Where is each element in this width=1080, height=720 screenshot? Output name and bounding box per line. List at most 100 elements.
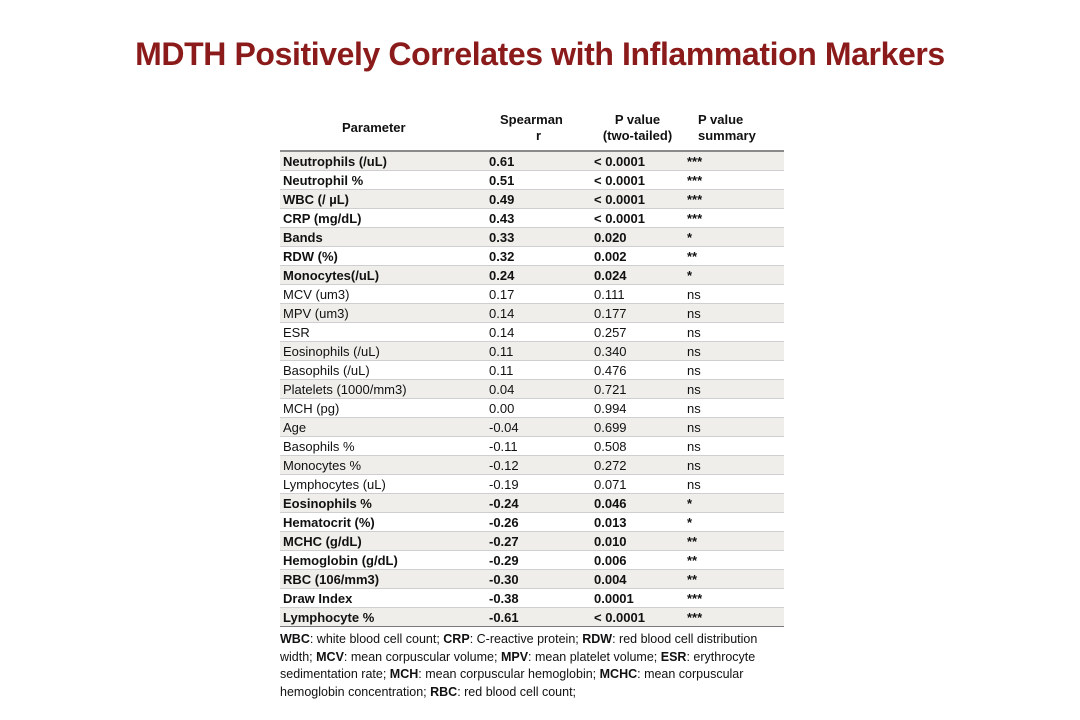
spearman-r-cell: 0.43 xyxy=(486,208,591,228)
p-summary-cell: *** xyxy=(684,151,784,171)
footnote-term: MCHC xyxy=(599,667,638,681)
spearman-r-cell: -0.29 xyxy=(486,550,591,570)
p-value-cell: 0.046 xyxy=(591,493,684,513)
footnote-term: WBC xyxy=(280,632,310,646)
parameter-cell: Hemoglobin (g/dL) xyxy=(280,550,486,570)
p-value-cell: 0.508 xyxy=(591,436,684,456)
p-value-cell: < 0.0001 xyxy=(591,208,684,228)
p-summary-cell: ns xyxy=(684,474,784,494)
p-summary-cell: ns xyxy=(684,379,784,399)
spearman-r-cell: 0.11 xyxy=(486,360,591,380)
table-row: Lymphocyte % -0.61 < 0.0001 *** xyxy=(280,607,784,627)
p-summary-cell: ** xyxy=(684,531,784,551)
footnote-definition: : mean corpuscular hemoglobin concentrat… xyxy=(280,667,744,699)
p-summary-cell: * xyxy=(684,512,784,532)
p-value-cell: 0.020 xyxy=(591,227,684,247)
p-summary-cell: * xyxy=(684,227,784,247)
table-row: Monocytes % -0.12 0.272 ns xyxy=(280,455,784,475)
table-row: Bands 0.33 0.020 * xyxy=(280,227,784,247)
table-row: Age -0.04 0.699 ns xyxy=(280,417,784,437)
table-body: Neutrophils (/uL) 0.61 < 0.0001 *** Neutroph… xyxy=(280,151,784,627)
table-row: Hematocrit (%) -0.26 0.013 * xyxy=(280,512,784,532)
p-summary-cell: ns xyxy=(684,360,784,380)
p-value-cell: 0.476 xyxy=(591,360,684,380)
p-summary-cell: ns xyxy=(684,322,784,342)
p-value-cell: 0.010 xyxy=(591,531,684,551)
spearman-r-cell: 0.11 xyxy=(486,341,591,361)
spearman-r-cell: -0.12 xyxy=(486,455,591,475)
footnote-definition: : mean corpuscular volume; xyxy=(343,649,501,664)
spearman-r-cell: 0.14 xyxy=(486,303,591,323)
table-row: Monocytes(/uL) 0.24 0.024 * xyxy=(280,265,784,285)
parameter-cell: MPV (um3) xyxy=(280,303,486,323)
parameter-cell: Lymphocytes (uL) xyxy=(280,474,486,494)
header-spearman-line2: r xyxy=(536,128,542,143)
parameter-cell: Platelets (1000/mm3) xyxy=(280,379,486,399)
p-value-cell: 0.0001 xyxy=(591,588,684,608)
parameter-cell: Monocytes % xyxy=(280,455,486,475)
parameter-cell: Monocytes(/uL) xyxy=(280,265,486,285)
header-row: Parameter Spearman r P value (two-tailed) … xyxy=(280,106,784,152)
table-row: MPV (um3) 0.14 0.177 ns xyxy=(280,303,784,323)
spearman-r-cell: 0.51 xyxy=(486,170,591,190)
footnote-definition: : erythrocyte sedimentation rate; xyxy=(280,649,756,682)
p-value-cell: 0.177 xyxy=(591,303,684,323)
table-row: ESR 0.14 0.257 ns xyxy=(280,322,784,342)
header-parameter-label: Parameter xyxy=(342,120,406,135)
p-value-cell: 0.004 xyxy=(591,569,684,589)
p-summary-cell: *** xyxy=(684,189,784,209)
p-summary-cell: *** xyxy=(684,170,784,190)
p-value-cell: 0.024 xyxy=(591,265,684,285)
p-summary-cell: *** xyxy=(684,588,784,608)
table-header: Parameter Spearman r P value (two-tailed) … xyxy=(280,106,784,152)
header-pvalue-line2: (two-tailed) xyxy=(602,128,673,143)
parameter-cell: Hematocrit (%) xyxy=(280,512,486,532)
spearman-r-cell: -0.04 xyxy=(486,417,591,437)
p-value-cell: 0.257 xyxy=(591,322,684,342)
p-value-cell: < 0.0001 xyxy=(591,607,684,627)
table-row: Lymphocytes (uL) -0.19 0.071 ns xyxy=(280,474,784,494)
spearman-r-cell: 0.14 xyxy=(486,322,591,342)
table-row: MCHC (g/dL) -0.27 0.010 ** xyxy=(280,531,784,551)
parameter-cell: CRP (mg/dL) xyxy=(280,208,486,228)
footnote-definition: : mean platelet volume; xyxy=(528,649,661,664)
parameter-cell: MCV (um3) xyxy=(280,284,486,304)
p-value-cell: 0.272 xyxy=(591,455,684,475)
spearman-r-cell: -0.30 xyxy=(486,569,591,589)
table-row: RBC (106/mm3) -0.30 0.004 ** xyxy=(280,569,784,589)
header-summary: P value summary xyxy=(684,106,784,152)
parameter-cell: Eosinophils (/uL) xyxy=(280,341,486,361)
p-summary-cell: *** xyxy=(684,208,784,228)
footnote-definition: : white blood cell count; xyxy=(309,632,444,646)
p-value-cell: < 0.0001 xyxy=(591,151,684,171)
table-row: WBC (/ µL) 0.49 < 0.0001 *** xyxy=(280,189,784,209)
parameter-cell: MCH (pg) xyxy=(280,398,486,418)
table-row: MCV (um3) 0.17 0.111 ns xyxy=(280,284,784,304)
p-summary-cell: ** xyxy=(684,246,784,266)
spearman-r-cell: -0.26 xyxy=(486,512,591,532)
parameter-cell: ESR xyxy=(280,322,486,342)
spearman-r-cell: 0.00 xyxy=(486,398,591,418)
parameter-cell: RDW (%) xyxy=(280,246,486,266)
p-summary-cell: ns xyxy=(684,398,784,418)
p-summary-cell: ns xyxy=(684,303,784,323)
spearman-r-cell: -0.38 xyxy=(486,588,591,608)
p-value-cell: 0.071 xyxy=(591,474,684,494)
footnote-definition: : C-reactive protein; xyxy=(469,632,583,646)
table-row: CRP (mg/dL) 0.43 < 0.0001 *** xyxy=(280,208,784,228)
table-row: Eosinophils % -0.24 0.046 * xyxy=(280,493,784,513)
spearman-r-cell: -0.61 xyxy=(486,607,591,627)
table-row: Eosinophils (/uL) 0.11 0.340 ns xyxy=(280,341,784,361)
p-summary-cell: ns xyxy=(684,455,784,475)
p-value-cell: < 0.0001 xyxy=(591,170,684,190)
parameter-cell: Draw Index xyxy=(280,588,486,608)
table-row: Basophils (/uL) 0.11 0.476 ns xyxy=(280,360,784,380)
spearman-r-cell: 0.04 xyxy=(486,379,591,399)
p-summary-cell: ns xyxy=(684,436,784,456)
spearman-r-cell: -0.24 xyxy=(486,493,591,513)
footnote-term: MPV xyxy=(500,649,529,664)
p-summary-cell: ** xyxy=(684,569,784,589)
header-summary-line1: P value xyxy=(698,112,744,127)
p-value-cell: 0.699 xyxy=(591,417,684,437)
p-summary-cell: ns xyxy=(684,284,784,304)
